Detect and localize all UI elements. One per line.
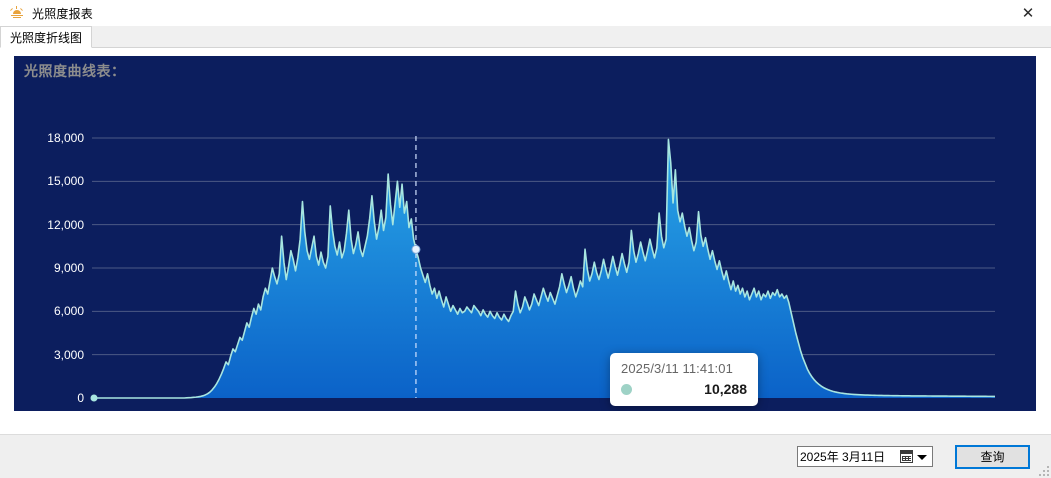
series-line bbox=[94, 138, 996, 399]
y-axis-tick-label: 0 bbox=[77, 391, 84, 405]
y-axis-tick-label: 6,000 bbox=[53, 304, 84, 319]
window-title: 光照度报表 bbox=[32, 6, 94, 21]
chart-tooltip: 2025/3/11 11:41:01 10,288 bbox=[610, 353, 758, 406]
footer-bar: 2025年 3月11日 查询 bbox=[0, 434, 1051, 478]
y-axis-tick-label: 9,000 bbox=[53, 261, 84, 275]
y-axis-tick-label: 18,000 bbox=[47, 131, 84, 145]
y-axis-tick-label: 3,000 bbox=[53, 347, 84, 362]
date-picker-value: 2025年 3月11日 bbox=[800, 450, 886, 464]
chart-plot-area[interactable] bbox=[14, 56, 1036, 411]
date-picker[interactable]: 2025年 3月11日 bbox=[797, 446, 933, 467]
chevron-down-icon[interactable] bbox=[917, 455, 927, 460]
query-button[interactable]: 查询 bbox=[955, 444, 1030, 469]
area-fill bbox=[94, 139, 995, 398]
tooltip-value-row: 10,288 bbox=[621, 381, 747, 397]
sun-report-icon bbox=[9, 5, 25, 21]
tooltip-timestamp: 2025/3/11 11:41:01 bbox=[621, 361, 733, 376]
tooltip-value: 10,288 bbox=[704, 381, 747, 397]
y-axis-tick-label: 12,000 bbox=[47, 217, 84, 232]
calendar-icon[interactable] bbox=[900, 450, 913, 463]
chart-title: 光照度曲线表： bbox=[24, 63, 126, 79]
chart-panel: 光照度曲线表： 0 3,000 6,000 9,000 12,000 15,000 18,0… bbox=[14, 56, 1036, 411]
resize-grip[interactable] bbox=[1037, 464, 1049, 476]
start-point-marker bbox=[90, 394, 98, 402]
highlighted-point bbox=[411, 244, 421, 254]
y-axis-tick-label: 15,000 bbox=[47, 174, 84, 189]
light-area-chart[interactable] bbox=[14, 56, 1036, 411]
tab-light-line-chart[interactable]: 光照度折线图 bbox=[0, 26, 93, 48]
main-content: 光照度曲线表： 0 3,000 6,000 9,000 12,000 15,000 18,0… bbox=[0, 48, 1051, 434]
close-icon[interactable]: ✕ bbox=[1021, 3, 1035, 22]
tab-strip: 光照度折线图 bbox=[0, 26, 1051, 48]
series-color-dot bbox=[621, 383, 632, 395]
title-bar: 光照度报表 ✕ bbox=[0, 0, 1051, 26]
